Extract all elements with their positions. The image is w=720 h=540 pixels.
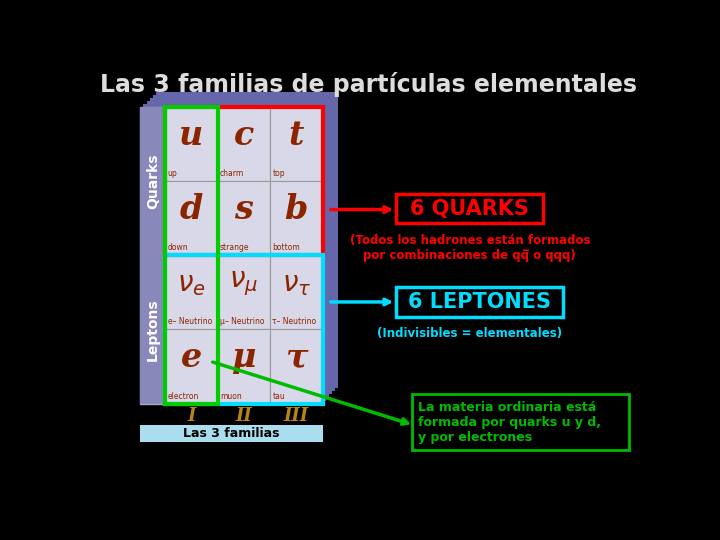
Text: tau: tau — [272, 392, 285, 401]
Text: $\nu_\mu$: $\nu_\mu$ — [229, 269, 258, 298]
Text: 6 QUARKS: 6 QUARKS — [410, 199, 529, 219]
Bar — [396, 194, 544, 224]
Text: e– Neutrino: e– Neutrino — [168, 318, 212, 326]
Text: (Indivisibles = elementales): (Indivisibles = elementales) — [377, 327, 562, 340]
Text: τ– Neutrino: τ– Neutrino — [272, 318, 317, 326]
Text: strange: strange — [220, 244, 249, 252]
Bar — [165, 329, 217, 403]
Bar — [217, 181, 270, 255]
Text: d: d — [180, 193, 203, 226]
Bar — [270, 329, 323, 403]
Text: Las 3 familias de partículas elementales: Las 3 familias de partículas elementales — [101, 71, 637, 97]
Bar — [165, 107, 217, 181]
Text: (Todos los hadrones están formados
por combinaciones de qq̅ o qqq): (Todos los hadrones están formados por c… — [349, 234, 590, 262]
Bar — [217, 107, 270, 181]
Bar — [140, 107, 165, 255]
Text: III: III — [284, 407, 309, 425]
Bar — [412, 394, 629, 450]
Bar — [165, 107, 323, 255]
Text: b: b — [284, 193, 308, 226]
Text: 6 LEPTONES: 6 LEPTONES — [408, 292, 551, 312]
Text: t: t — [289, 119, 304, 152]
Text: top: top — [272, 169, 285, 178]
Text: $\nu_\tau$: $\nu_\tau$ — [282, 269, 311, 298]
Bar — [150, 98, 332, 394]
Bar — [270, 181, 323, 255]
Bar — [140, 425, 323, 442]
Bar — [156, 92, 338, 388]
Bar — [140, 107, 323, 403]
Bar — [396, 287, 563, 316]
Bar — [147, 101, 329, 397]
Bar — [165, 181, 217, 255]
Text: e: e — [181, 341, 202, 374]
Bar — [165, 107, 217, 403]
Text: muon: muon — [220, 392, 242, 401]
Bar — [270, 107, 323, 181]
Text: c: c — [234, 119, 254, 152]
Text: bottom: bottom — [272, 244, 300, 252]
Bar — [140, 255, 165, 403]
Text: II: II — [235, 407, 252, 425]
Bar — [143, 104, 325, 401]
Text: μ: μ — [232, 341, 256, 374]
Text: μ– Neutrino: μ– Neutrino — [220, 318, 264, 326]
Bar — [165, 255, 323, 403]
Text: down: down — [168, 244, 188, 252]
Text: charm: charm — [220, 169, 244, 178]
Bar — [217, 329, 270, 403]
Bar — [217, 255, 270, 329]
Bar — [270, 255, 323, 329]
Text: Las 3 familias: Las 3 familias — [183, 427, 279, 440]
Text: $\nu_e$: $\nu_e$ — [177, 269, 206, 298]
Text: I: I — [187, 407, 196, 425]
Text: u: u — [179, 119, 204, 152]
Text: up: up — [168, 169, 177, 178]
Text: La materia ordinaria está
formada por quarks u y d,
y por electrones: La materia ordinaria está formada por qu… — [418, 401, 600, 443]
Text: s: s — [235, 193, 253, 226]
Text: electron: electron — [168, 392, 199, 401]
Text: Quarks: Quarks — [145, 153, 160, 209]
Text: Leptons: Leptons — [145, 298, 160, 361]
Bar — [165, 255, 217, 329]
Bar — [153, 95, 335, 392]
Text: τ: τ — [285, 341, 307, 374]
